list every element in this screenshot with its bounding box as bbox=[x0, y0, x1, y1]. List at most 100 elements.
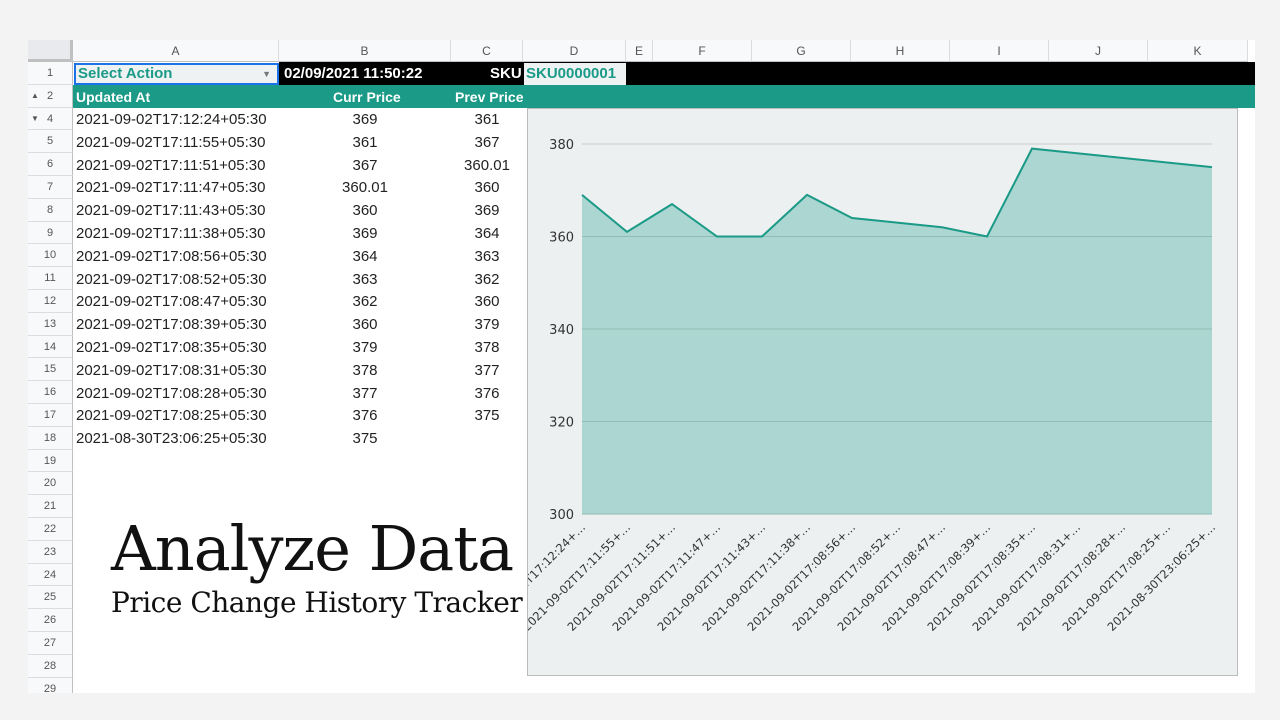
column-header-C[interactable]: C bbox=[451, 40, 523, 62]
row-header-16[interactable]: 16 bbox=[28, 381, 73, 404]
column-header-G[interactable]: G bbox=[752, 40, 851, 62]
row-header-18[interactable]: 18 bbox=[28, 426, 73, 450]
cell-updated-at[interactable]: 2021-09-02T17:08:52+05:30 bbox=[76, 270, 267, 288]
row-header-2[interactable]: 2 ▲ bbox=[28, 84, 73, 108]
row-header-15[interactable]: 15 bbox=[28, 358, 73, 382]
row-number: 23 bbox=[43, 545, 57, 558]
cell-curr-price[interactable]: 362 bbox=[352, 293, 378, 311]
cell-prev-price[interactable]: 375 bbox=[474, 407, 500, 425]
cell-updated-at[interactable]: 2021-09-02T17:11:55+05:30 bbox=[76, 133, 266, 151]
cell-prev-price[interactable]: 369 bbox=[474, 202, 500, 220]
row-header-10[interactable]: 10 bbox=[28, 244, 73, 268]
row-header-21[interactable]: 21 bbox=[28, 495, 73, 518]
column-header-B[interactable]: B bbox=[279, 40, 451, 62]
sku-value[interactable]: SKU0000001 bbox=[524, 63, 626, 85]
expand-up-icon[interactable]: ▲ bbox=[31, 90, 39, 100]
row-header-9[interactable]: 9 bbox=[28, 221, 73, 245]
cell-updated-at[interactable]: 2021-09-02T17:11:51+05:30 bbox=[76, 156, 266, 174]
cell-updated-at[interactable]: 2021-09-02T17:08:35+05:30 bbox=[76, 339, 267, 356]
cell-curr-price[interactable]: 369 bbox=[352, 225, 378, 242]
cell-curr-price[interactable]: 363 bbox=[352, 270, 378, 288]
cell-curr-price[interactable]: 378 bbox=[352, 361, 378, 379]
cell-prev-price[interactable]: 379 bbox=[474, 316, 500, 334]
row-number: 29 bbox=[43, 682, 57, 693]
cell-updated-at[interactable]: 2021-09-02T17:08:39+05:30 bbox=[76, 316, 267, 334]
cell-curr-price[interactable]: 369 bbox=[352, 111, 378, 128]
row-number: 11 bbox=[44, 272, 56, 285]
cell-updated-at[interactable]: 2021-09-02T17:08:25+05:30 bbox=[76, 407, 267, 425]
row-header-29[interactable]: 29 bbox=[28, 677, 73, 693]
row-header-1[interactable]: 1 bbox=[28, 62, 73, 85]
cell-prev-price[interactable]: 360 bbox=[474, 293, 500, 311]
row-number: 28 bbox=[43, 659, 57, 672]
cell-curr-price[interactable]: 377 bbox=[352, 384, 378, 402]
row-header-13[interactable]: 13 bbox=[28, 312, 73, 336]
cell-prev-price[interactable]: 361 bbox=[474, 111, 500, 128]
row-number: 27 bbox=[43, 637, 57, 649]
column-header-A[interactable]: A bbox=[73, 40, 279, 62]
price-chart[interactable]: 300 320 340 360 380 2021-09-02T17:12:24+… 2021… bbox=[475, 108, 1238, 676]
cell-curr-price[interactable]: 360.01 bbox=[342, 179, 388, 197]
row-header-24[interactable]: 24 bbox=[28, 563, 73, 587]
cell-prev-price[interactable]: 362 bbox=[474, 270, 500, 288]
row-number: 25 bbox=[43, 591, 57, 604]
cell-updated-at[interactable]: 2021-09-02T17:08:31+05:30 bbox=[76, 361, 267, 379]
row-header-5[interactable]: 5 bbox=[28, 130, 73, 154]
collapse-down-icon[interactable]: ▼ bbox=[31, 113, 39, 123]
select-all-corner[interactable] bbox=[28, 40, 73, 62]
column-header-D[interactable]: D bbox=[523, 40, 626, 62]
row-number: 19 bbox=[43, 454, 57, 467]
column-header-F[interactable]: F bbox=[653, 40, 752, 62]
cell-updated-at[interactable]: 2021-09-02T17:11:47+05:30 bbox=[76, 179, 266, 197]
cell-prev-price[interactable]: 378 bbox=[474, 339, 500, 356]
cell-prev-price[interactable]: 367 bbox=[474, 133, 500, 151]
column-header-K[interactable]: K bbox=[1148, 40, 1248, 62]
row-header-20[interactable]: 20 bbox=[28, 472, 73, 496]
cell-updated-at[interactable]: 2021-09-02T17:11:43+05:30 bbox=[76, 202, 266, 220]
row-header-11[interactable]: 11 bbox=[28, 267, 73, 290]
cell-curr-price[interactable]: 367 bbox=[352, 156, 378, 174]
row-header-8[interactable]: 8 bbox=[28, 198, 73, 222]
cell-updated-at[interactable]: 2021-08-30T23:06:25+05:30 bbox=[76, 430, 267, 448]
row-header-19[interactable]: 19 bbox=[28, 449, 73, 473]
row-header-12[interactable]: 12 bbox=[28, 290, 73, 313]
timestamp-cell[interactable]: 02/09/2021 11:50:22 bbox=[284, 65, 423, 82]
cell-curr-price[interactable]: 376 bbox=[352, 407, 378, 425]
row-header-14[interactable]: 14 bbox=[28, 335, 73, 359]
cell-prev-price[interactable]: 360 bbox=[474, 179, 500, 197]
cell-curr-price[interactable]: 360 bbox=[352, 316, 378, 334]
column-header-H[interactable]: H bbox=[851, 40, 950, 62]
row-number: 7 bbox=[46, 181, 54, 193]
cell-prev-price[interactable]: 363 bbox=[474, 247, 500, 265]
cell-prev-price[interactable]: 376 bbox=[474, 384, 500, 402]
row-header-17[interactable]: 17 bbox=[28, 404, 73, 427]
cell-updated-at[interactable]: 2021-09-02T17:12:24+05:30 bbox=[76, 111, 267, 128]
column-header-I[interactable]: I bbox=[950, 40, 1049, 62]
cell-updated-at[interactable]: 2021-09-02T17:08:47+05:30 bbox=[76, 293, 267, 311]
cell-curr-price[interactable]: 360 bbox=[352, 202, 378, 220]
cell-updated-at[interactable]: 2021-09-02T17:11:38+05:30 bbox=[76, 225, 266, 242]
row-header-26[interactable]: 26 bbox=[28, 609, 73, 632]
cell-curr-price[interactable]: 379 bbox=[352, 339, 378, 356]
select-action-dropdown[interactable]: Select Action ▼ bbox=[74, 63, 279, 85]
row-header-4[interactable]: 4 ▼ bbox=[28, 107, 73, 131]
cell-curr-price[interactable]: 361 bbox=[352, 133, 378, 151]
column-header-E[interactable]: E bbox=[626, 40, 653, 62]
cell-curr-price[interactable]: 364 bbox=[352, 247, 378, 265]
row-number: 15 bbox=[43, 363, 57, 376]
row-header-23[interactable]: 23 bbox=[28, 540, 73, 564]
y-tick-label: 340 bbox=[549, 323, 574, 338]
cell-prev-price[interactable]: 377 bbox=[474, 361, 500, 379]
column-header-J[interactable]: J bbox=[1049, 40, 1148, 62]
cell-updated-at[interactable]: 2021-09-02T17:08:28+05:30 bbox=[76, 384, 267, 402]
cell-prev-price[interactable]: 364 bbox=[474, 225, 500, 242]
cell-updated-at[interactable]: 2021-09-02T17:08:56+05:30 bbox=[76, 247, 267, 265]
cell-prev-price[interactable]: 360.01 bbox=[464, 156, 510, 174]
row-header-6[interactable]: 6 bbox=[28, 153, 73, 176]
row-header-27[interactable]: 27 bbox=[28, 632, 73, 655]
cell-curr-price[interactable]: 375 bbox=[352, 430, 378, 448]
row-header-25[interactable]: 25 bbox=[28, 586, 73, 610]
row-header-22[interactable]: 22 bbox=[28, 518, 73, 541]
row-header-28[interactable]: 28 bbox=[28, 654, 73, 678]
row-header-7[interactable]: 7 bbox=[28, 176, 73, 199]
